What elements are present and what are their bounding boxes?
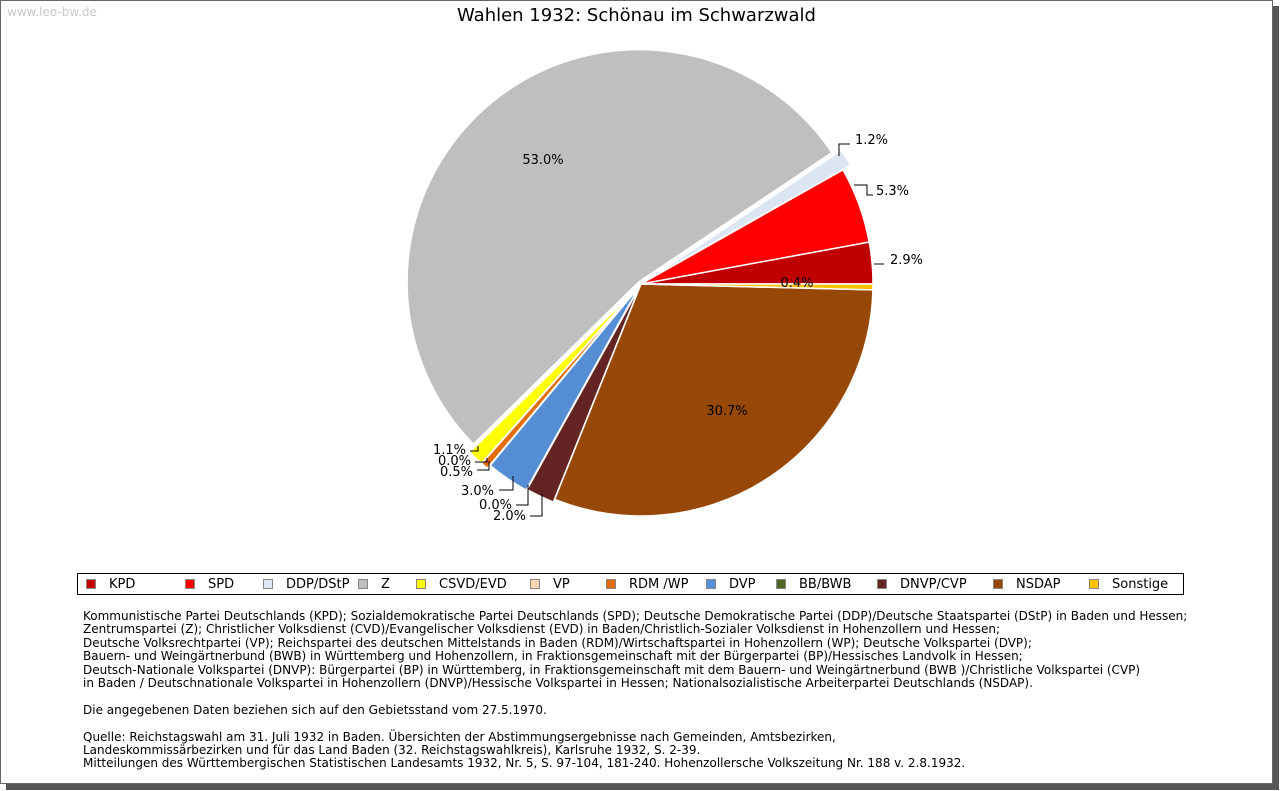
legend-item: RDM /WP bbox=[598, 577, 698, 592]
legend-label: NSDAP bbox=[1016, 576, 1061, 592]
pie-slice-dvp bbox=[489, 286, 640, 492]
legend-swatch bbox=[1089, 579, 1099, 589]
note-line: Quelle: Reichstagswahl am 31. Juli 1932 … bbox=[83, 729, 836, 744]
note-line: Deutsch-Nationale Volkspartei (DNVP): Bü… bbox=[83, 662, 1141, 677]
note-line: Die angegebenen Daten beziehen sich auf … bbox=[83, 702, 547, 717]
chart-notes: Kommunistische Partei Deutschlands (KPD)… bbox=[83, 609, 1188, 771]
leader-line bbox=[530, 494, 543, 517]
legend-label: DVP bbox=[729, 576, 756, 592]
data-label: 0.0% bbox=[438, 454, 471, 469]
data-label: 0.5% bbox=[440, 465, 473, 480]
data-label: 30.7% bbox=[706, 404, 747, 419]
note-line: Landeskommissärbezirken und für das Land… bbox=[83, 742, 701, 757]
legend-item: NSDAP bbox=[985, 577, 1081, 592]
note-line: Mitteilungen des Württembergischen Stati… bbox=[83, 756, 966, 771]
data-label: 53.0% bbox=[522, 153, 563, 168]
legend-swatch bbox=[993, 579, 1003, 589]
pie-slice-nsdap bbox=[553, 283, 874, 517]
legend-item: SPD bbox=[177, 577, 255, 592]
note-line: Zentrumspartei (Z); Christlicher Volksdi… bbox=[83, 622, 1001, 637]
data-label: 0.0% bbox=[479, 498, 512, 513]
legend-swatch bbox=[776, 579, 786, 589]
data-label: 3.0% bbox=[461, 484, 494, 499]
pie-slice-ddp-dstp bbox=[648, 149, 852, 280]
chart-legend: KPD SPD DDP/DStP Z CSVD/EVD VP RDM /WP DVP BB/BW… bbox=[77, 573, 1184, 595]
legend-swatch bbox=[86, 579, 96, 589]
legend-swatch bbox=[877, 579, 887, 589]
data-label: 1.2% bbox=[855, 133, 888, 148]
leader-line bbox=[838, 143, 850, 156]
pie-slice-dnvp-cvp bbox=[526, 286, 641, 504]
note-line: Deutsche Volksrechtpartei (VP); Reichspa… bbox=[83, 635, 1032, 650]
pie-chart: 2.9%5.3%1.2%53.0%1.1%0.0%0.5%3.0%0.0%2.0… bbox=[406, 48, 923, 524]
data-label: 0.4% bbox=[780, 276, 813, 291]
legend-item: DVP bbox=[698, 577, 768, 592]
leader-line bbox=[854, 184, 873, 196]
watermark: www.leo-bw.de bbox=[7, 5, 97, 19]
data-label: 1.1% bbox=[433, 443, 466, 458]
legend-item: DDP/DStP bbox=[255, 577, 350, 592]
legend-swatch bbox=[263, 579, 273, 589]
legend-label: BB/BWB bbox=[799, 576, 852, 592]
note-line: in Baden / Deutschnationale Volkspartei … bbox=[83, 675, 1033, 690]
legend-label: DDP/DStP bbox=[286, 576, 350, 592]
legend-swatch bbox=[185, 579, 195, 589]
legend-swatch bbox=[416, 579, 426, 589]
legend-label: SPD bbox=[208, 576, 235, 592]
legend-label: DNVP/CVP bbox=[900, 576, 967, 592]
legend-item: CSVD/EVD bbox=[408, 577, 522, 592]
legend-label: Sonstige bbox=[1112, 576, 1169, 592]
legend-label: Z bbox=[381, 576, 390, 592]
note-line: Bauern- und Weingärtnerbund (BWB) in Wür… bbox=[83, 649, 1023, 664]
legend-swatch bbox=[530, 579, 540, 589]
legend-swatch bbox=[706, 579, 716, 589]
leader-line bbox=[475, 458, 488, 463]
data-label: 5.3% bbox=[876, 184, 909, 199]
leader-line bbox=[499, 476, 514, 491]
legend-swatch bbox=[606, 579, 616, 589]
legend-item: Sonstige bbox=[1081, 577, 1168, 592]
pie-slice-z bbox=[406, 48, 833, 446]
legend-item: BB/BWB bbox=[768, 577, 869, 592]
leader-line bbox=[516, 485, 529, 506]
legend-label: VP bbox=[553, 576, 570, 592]
legend-item: KPD bbox=[78, 577, 177, 592]
data-label: 2.9% bbox=[890, 253, 923, 268]
legend-label: KPD bbox=[109, 576, 136, 592]
legend-swatch bbox=[358, 579, 368, 589]
legend-label: RDM /WP bbox=[629, 576, 689, 592]
chart-title: Wahlen 1932: Schönau im Schwarzwald bbox=[457, 5, 816, 26]
legend-item: DNVP/CVP bbox=[869, 577, 985, 592]
pie-slice-rdm-wp bbox=[480, 289, 637, 470]
leader-line bbox=[470, 446, 479, 452]
legend-label: CSVD/EVD bbox=[439, 576, 507, 592]
note-line: Kommunistische Partei Deutschlands (KPD)… bbox=[83, 609, 1188, 623]
data-label: 2.0% bbox=[493, 509, 526, 524]
legend-item: Z bbox=[350, 577, 408, 592]
pie-slice-sonstige bbox=[640, 283, 874, 291]
leader-line bbox=[477, 461, 490, 471]
legend-item: VP bbox=[522, 577, 598, 592]
